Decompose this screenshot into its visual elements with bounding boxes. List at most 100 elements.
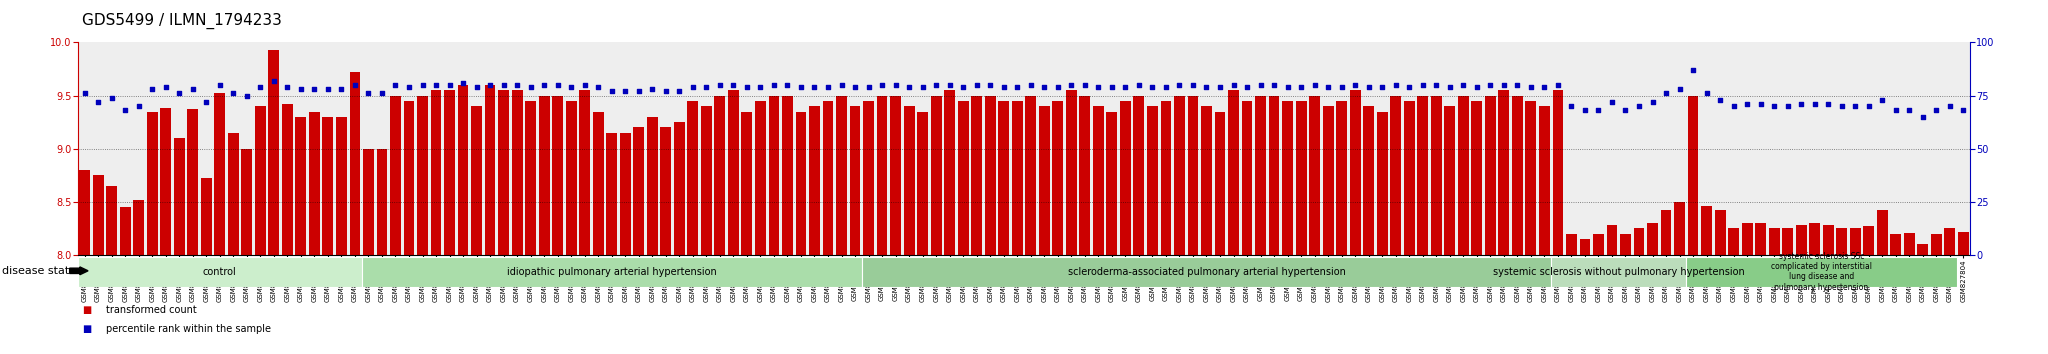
Point — [1581, 108, 1614, 113]
Text: idiopathic pulmonary arterial hypertension: idiopathic pulmonary arterial hypertensi… — [506, 267, 717, 277]
Point — [961, 82, 993, 88]
Point — [1190, 84, 1223, 90]
Bar — [944, 90, 954, 255]
Bar — [647, 117, 657, 255]
Bar — [377, 149, 387, 255]
Bar — [160, 108, 172, 255]
Point — [1825, 103, 1858, 109]
Point — [82, 99, 115, 105]
Point — [1393, 84, 1425, 90]
Point — [1204, 84, 1237, 90]
Point — [1014, 82, 1047, 88]
Bar — [1917, 244, 1929, 255]
Bar — [418, 96, 428, 255]
Point — [596, 88, 629, 94]
Text: transformed count: transformed count — [106, 305, 197, 315]
Point — [1163, 82, 1196, 88]
Point — [487, 82, 520, 88]
Point — [1528, 84, 1561, 90]
Bar — [1931, 234, 1942, 255]
Point — [1595, 99, 1628, 105]
Point — [905, 84, 938, 90]
Bar — [1755, 223, 1765, 255]
Point — [567, 82, 602, 88]
Point — [162, 91, 197, 96]
Text: scleroderma-associated pulmonary arterial hypertension: scleroderma-associated pulmonary arteria… — [1067, 267, 1346, 277]
Bar — [444, 90, 455, 255]
Bar — [1876, 210, 1888, 255]
Point — [1649, 91, 1681, 96]
Bar — [147, 112, 158, 255]
Point — [1636, 99, 1669, 105]
Bar — [823, 101, 834, 255]
Point — [1001, 84, 1034, 90]
Point — [1851, 103, 1884, 109]
Bar — [606, 133, 616, 255]
Text: disease state: disease state — [2, 266, 76, 276]
Point — [1704, 97, 1737, 103]
Point — [676, 84, 709, 90]
Bar — [768, 96, 780, 255]
Point — [1839, 103, 1872, 109]
Bar — [106, 186, 117, 255]
Point — [1149, 84, 1182, 90]
Bar — [1620, 234, 1630, 255]
Point — [1028, 84, 1061, 90]
Bar — [877, 96, 887, 255]
Bar — [201, 178, 211, 255]
Bar — [633, 127, 645, 255]
Bar — [1823, 225, 1833, 255]
Point — [1176, 82, 1208, 88]
Bar — [268, 50, 279, 255]
Bar — [553, 96, 563, 255]
Point — [1298, 82, 1331, 88]
Point — [541, 82, 573, 88]
Point — [1419, 82, 1452, 88]
Bar — [1241, 101, 1253, 255]
Text: systemic sclerosis without pulmonary hypertension: systemic sclerosis without pulmonary hyp… — [1493, 267, 1745, 277]
Bar — [1161, 101, 1171, 255]
Point — [1257, 82, 1290, 88]
Bar — [1012, 101, 1022, 255]
Text: ■: ■ — [82, 305, 92, 315]
Point — [1690, 91, 1722, 96]
Bar — [92, 175, 104, 255]
Bar — [850, 106, 860, 255]
Point — [406, 82, 438, 88]
Point — [1622, 103, 1655, 109]
Bar — [688, 101, 698, 255]
Bar — [1808, 223, 1821, 255]
Bar — [1849, 228, 1862, 255]
Bar — [1673, 202, 1686, 255]
Point — [244, 84, 276, 90]
Point — [852, 84, 885, 90]
Point — [109, 108, 141, 113]
Bar — [1688, 96, 1698, 255]
Bar — [362, 257, 862, 287]
Bar — [862, 257, 1550, 287]
Point — [1880, 108, 1913, 113]
Bar — [403, 101, 414, 255]
Bar — [389, 96, 401, 255]
Point — [973, 82, 1006, 88]
Bar — [1350, 90, 1360, 255]
Point — [135, 86, 168, 92]
Point — [1501, 82, 1534, 88]
Bar — [1702, 206, 1712, 255]
Point — [920, 82, 952, 88]
Point — [297, 86, 330, 92]
Bar — [80, 170, 90, 255]
Point — [987, 84, 1020, 90]
Point — [352, 91, 385, 96]
Bar — [836, 96, 848, 255]
Point — [770, 82, 803, 88]
Bar — [1714, 210, 1726, 255]
Bar — [971, 96, 983, 255]
Bar — [498, 90, 510, 255]
Bar — [1470, 101, 1483, 255]
Bar — [1864, 226, 1874, 255]
Bar — [580, 90, 590, 255]
Point — [446, 80, 479, 86]
Bar — [1417, 96, 1427, 255]
Point — [1933, 103, 1966, 109]
